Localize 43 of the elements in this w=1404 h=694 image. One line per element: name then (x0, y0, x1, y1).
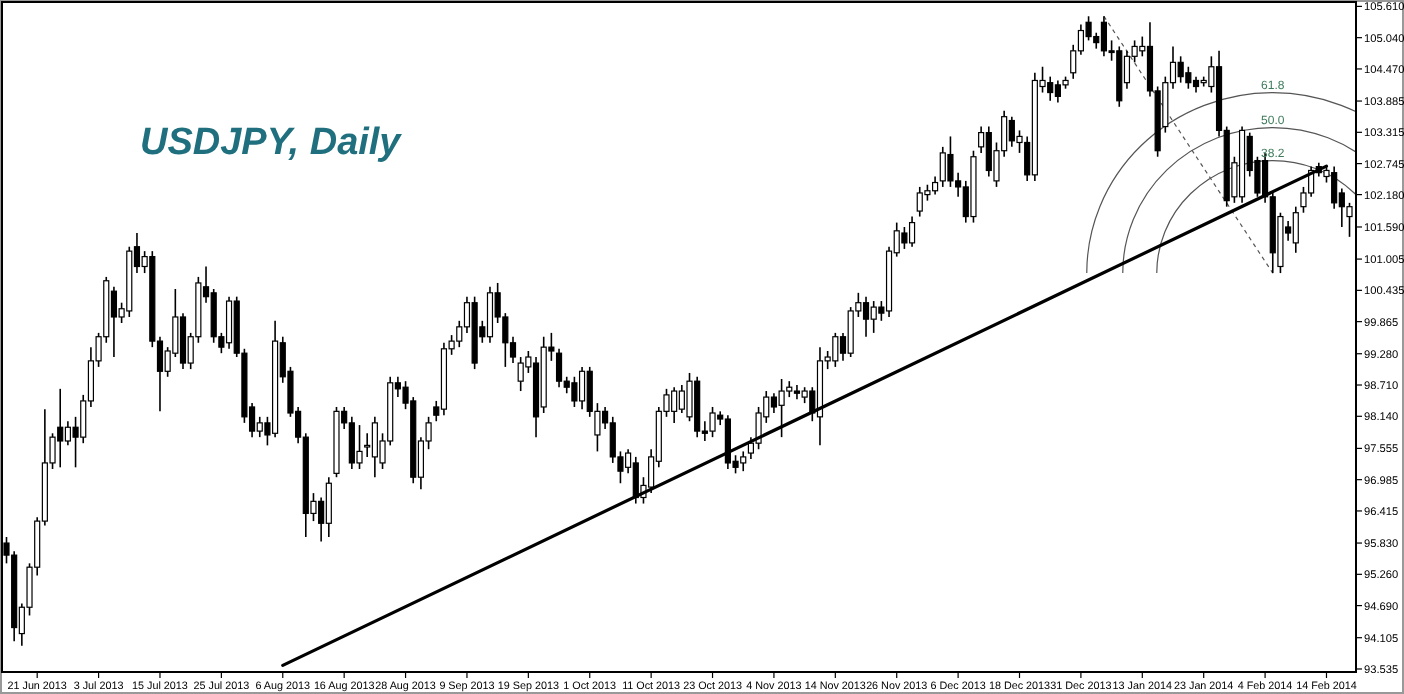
candlestick (832, 332, 839, 368)
candlestick (678, 384, 685, 414)
candlestick (985, 125, 992, 178)
candlestick (916, 186, 923, 218)
candlestick (609, 416, 616, 464)
candlestick (932, 175, 939, 196)
candlestick (371, 416, 378, 478)
candlestick (179, 312, 187, 370)
candlestick (348, 416, 355, 470)
candlestick (210, 288, 217, 344)
candlestick (64, 420, 71, 447)
candlestick (709, 406, 716, 438)
candlestick (1008, 115, 1015, 148)
candlestick (939, 146, 946, 188)
candlestick (1177, 55, 1184, 84)
candlestick (724, 414, 731, 470)
candlestick (486, 285, 494, 344)
candlestick (225, 295, 233, 350)
candlestick (517, 356, 524, 392)
candlestick (325, 476, 332, 538)
candlestick (571, 375, 578, 408)
candlestick (847, 306, 854, 358)
candlestick (1185, 65, 1192, 90)
candlestick (770, 392, 778, 414)
candlestick (1047, 75, 1054, 102)
candlestick (870, 300, 877, 334)
candlestick (908, 215, 916, 248)
candlestick (578, 366, 586, 410)
candlestick (740, 450, 747, 472)
text: USDJPY, Daily (140, 122, 404, 164)
candlestick (110, 285, 118, 358)
candlestick (901, 226, 908, 250)
candlestick (671, 386, 678, 424)
candlestick (1292, 205, 1299, 254)
candlestick (555, 348, 563, 389)
candlestick (632, 456, 639, 505)
candlestick (1100, 15, 1108, 58)
candlestick (862, 295, 870, 338)
candlestick (1331, 165, 1338, 210)
candlestick (356, 424, 363, 470)
candlestick (778, 378, 785, 438)
candlestick (1054, 79, 1061, 104)
candlestick (57, 388, 64, 469)
